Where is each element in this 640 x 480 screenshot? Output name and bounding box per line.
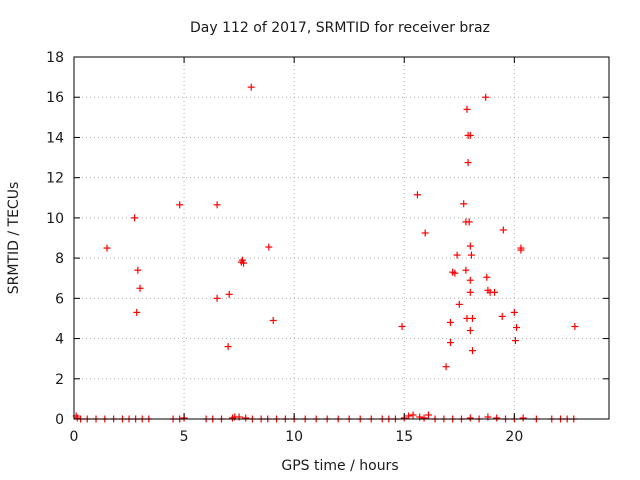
data-point xyxy=(453,251,461,259)
y-tick-label: 4 xyxy=(55,332,64,348)
data-point xyxy=(213,294,221,302)
data-point xyxy=(511,337,519,345)
axis-ticks: 0 5 10 15 20 0 2 4 6 8 10 12 14 16 18 xyxy=(46,50,609,445)
data-point xyxy=(420,414,428,422)
data-point xyxy=(513,323,521,331)
data-points xyxy=(72,83,579,423)
data-point xyxy=(464,159,472,167)
data-point xyxy=(451,269,459,277)
data-point xyxy=(421,229,429,237)
y-tick-label: 14 xyxy=(46,130,64,146)
data-point xyxy=(225,290,233,298)
data-point xyxy=(131,214,139,222)
data-point xyxy=(398,322,406,330)
data-point xyxy=(247,83,255,91)
y-tick-label: 18 xyxy=(46,50,64,66)
data-point xyxy=(265,243,273,251)
data-point xyxy=(413,191,421,199)
data-point xyxy=(103,244,111,252)
data-point xyxy=(424,411,432,419)
data-point xyxy=(466,414,474,422)
data-point xyxy=(136,284,144,292)
x-axis-label: GPS time / hours xyxy=(281,458,398,474)
data-point xyxy=(455,300,463,308)
data-point xyxy=(462,266,470,274)
chart-title: Day 112 of 2017, SRMTID for receiver bra… xyxy=(190,20,490,36)
data-point xyxy=(519,414,527,422)
data-point xyxy=(405,412,413,420)
data-point xyxy=(466,242,474,250)
data-point xyxy=(465,218,473,226)
data-point xyxy=(482,93,490,101)
data-point xyxy=(466,288,474,296)
data-point xyxy=(242,414,250,422)
x-tick-label: 5 xyxy=(180,429,189,445)
data-point xyxy=(238,256,246,264)
y-axis-label: SRMTID / TECUs xyxy=(6,182,22,295)
data-point xyxy=(517,244,525,252)
data-point xyxy=(468,347,476,355)
y-tick-label: 12 xyxy=(46,171,64,187)
data-point xyxy=(73,414,81,422)
data-point xyxy=(466,131,474,139)
data-point xyxy=(409,411,417,419)
data-point xyxy=(467,251,475,259)
data-point xyxy=(446,339,454,347)
y-tick-label: 10 xyxy=(46,211,64,227)
data-point xyxy=(493,414,501,422)
data-point xyxy=(133,308,141,316)
x-tick-label: 20 xyxy=(505,429,523,445)
x-tick-label: 10 xyxy=(285,429,303,445)
y-tick-label: 8 xyxy=(55,251,64,267)
data-point xyxy=(491,288,499,296)
data-point xyxy=(499,226,507,234)
data-point xyxy=(446,318,454,326)
y-tick-label: 2 xyxy=(55,372,64,388)
data-point xyxy=(240,259,248,267)
grid xyxy=(74,57,609,419)
data-point xyxy=(134,266,142,274)
data-point xyxy=(498,312,506,320)
y-tick-label: 16 xyxy=(46,90,64,106)
y-tick-label: 6 xyxy=(55,291,64,307)
data-point xyxy=(442,363,450,371)
data-point xyxy=(468,314,476,322)
data-point xyxy=(483,273,491,281)
data-point xyxy=(466,276,474,284)
x-tick-label: 0 xyxy=(70,429,79,445)
data-point xyxy=(571,322,579,330)
data-point xyxy=(510,308,518,316)
data-point xyxy=(224,343,232,351)
data-point xyxy=(213,201,221,209)
plot-frame xyxy=(73,56,610,420)
y-tick-label: 0 xyxy=(55,412,64,428)
data-point xyxy=(269,316,277,324)
data-point xyxy=(460,200,468,208)
data-point xyxy=(466,327,474,335)
data-point xyxy=(463,105,471,113)
x-tick-label: 15 xyxy=(395,429,413,445)
data-point xyxy=(176,201,184,209)
